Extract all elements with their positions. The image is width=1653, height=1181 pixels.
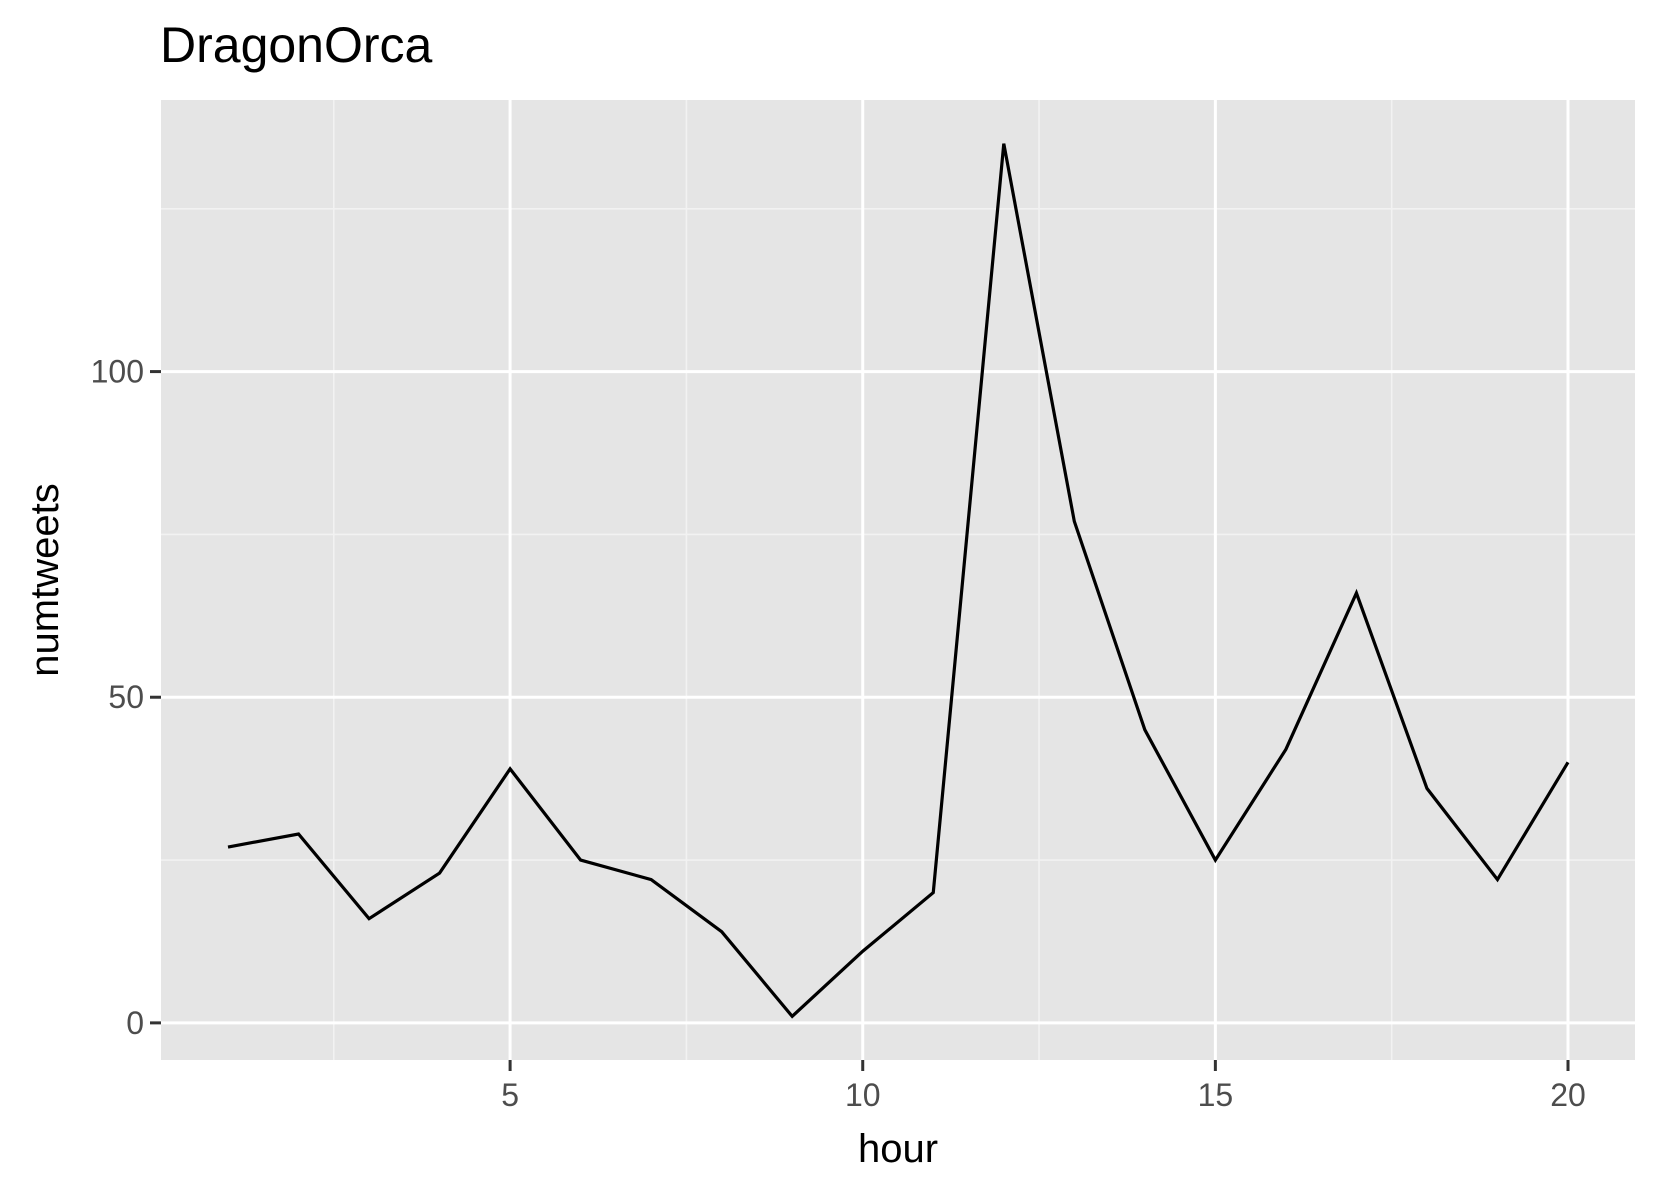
series-line-1: [227, 143, 1570, 1019]
x-tick-label: 5: [501, 1077, 519, 1113]
minor-gridlines: [161, 100, 1635, 1060]
y-tick-label: 0: [126, 1005, 144, 1041]
y-tick-label: 100: [91, 354, 144, 390]
chart-title: DragonOrca: [160, 17, 433, 73]
y-axis-title: numtweets: [23, 483, 67, 676]
x-axis-title: hour: [858, 1127, 938, 1171]
plot-panel: [161, 100, 1635, 1060]
major-gridlines: [161, 100, 1635, 1060]
x-tick-label: 15: [1198, 1077, 1234, 1113]
y-tick-label: 50: [108, 679, 144, 715]
x-axis-ticks: 5 10 15 20: [501, 1060, 1586, 1113]
x-tick-label: 20: [1550, 1077, 1586, 1113]
series-lines: [227, 143, 1570, 1019]
y-axis-ticks: 0 50 100: [91, 354, 161, 1041]
x-tick-label: 10: [845, 1077, 881, 1113]
